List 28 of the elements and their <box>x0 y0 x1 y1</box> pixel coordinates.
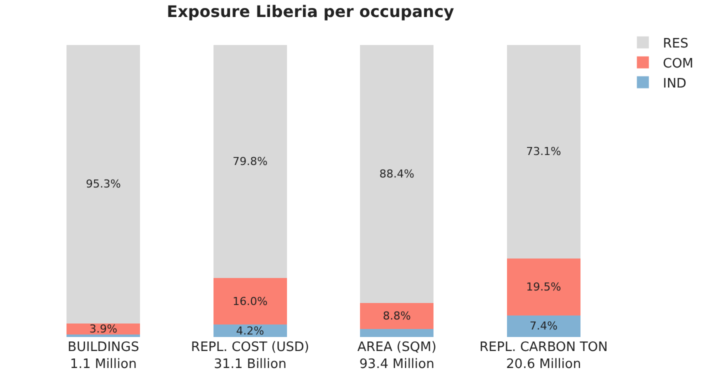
legend-label: COM <box>662 56 694 72</box>
chart-title: Exposure Liberia per occupancy <box>166 2 455 22</box>
bar <box>360 303 434 329</box>
data-label: 88.4% <box>379 168 414 181</box>
data-label: 73.1% <box>526 145 562 158</box>
x-tick-label: BUILDINGS 1.1 Million <box>68 340 140 372</box>
bar <box>506 315 580 337</box>
data-label: 95.3% <box>86 178 121 191</box>
x-tick-label: REPL. CARBON TON 20.6 Million <box>479 340 608 372</box>
legend-label: IND <box>662 76 686 92</box>
bar <box>213 278 287 325</box>
bar <box>506 45 580 258</box>
legend-label: RES <box>662 36 688 52</box>
data-label: 79.8% <box>232 155 268 168</box>
data-label: 7.4% <box>530 320 558 333</box>
bar <box>66 45 140 324</box>
data-label: 4.2% <box>236 324 264 338</box>
data-label: 16.0% <box>232 294 268 308</box>
data-label: 8.8% <box>382 309 411 322</box>
data-label: 19.5% <box>526 280 562 294</box>
bar <box>360 45 434 304</box>
bar <box>213 324 287 337</box>
bar <box>360 328 434 337</box>
bar <box>506 258 580 316</box>
data-label: 3.9% <box>89 322 118 336</box>
x-tick-label: AREA (SQM) 93.4 Million <box>357 340 436 372</box>
x-tick-label: REPL. COST (USD) 31.1 Billion <box>191 340 310 372</box>
bar <box>213 45 287 278</box>
